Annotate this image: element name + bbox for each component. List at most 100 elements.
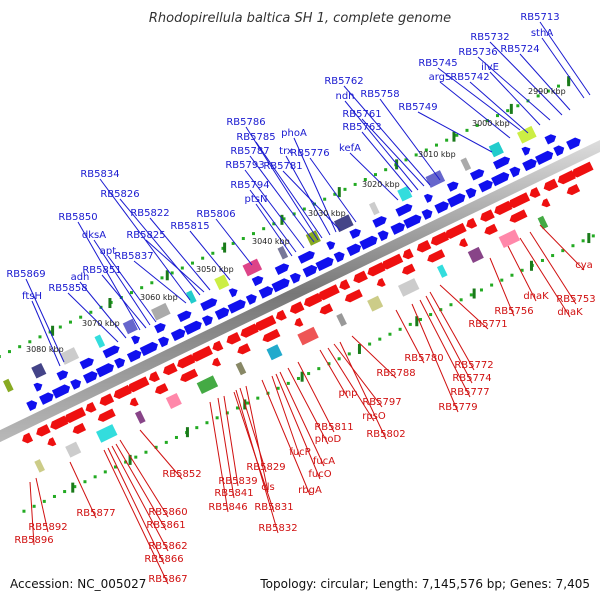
reverse-gene-arrow bbox=[64, 407, 87, 423]
scale-dot bbox=[231, 241, 235, 245]
scale-major-tick bbox=[509, 103, 513, 114]
leader-line bbox=[119, 439, 169, 518]
forward-gene-arrow bbox=[83, 371, 98, 384]
reverse-gene-arrow bbox=[401, 263, 416, 275]
feature-block bbox=[305, 230, 321, 246]
leader-line bbox=[327, 347, 375, 422]
forward-gene-arrow bbox=[271, 278, 290, 293]
reverse-gene-arrow bbox=[240, 323, 259, 338]
feature-block bbox=[134, 410, 146, 424]
feature-block bbox=[397, 278, 420, 297]
gene-label: kefA bbox=[339, 143, 361, 154]
reverse-gene-arrow bbox=[529, 187, 541, 198]
reverse-gene-arrow bbox=[466, 217, 478, 229]
forward-gene-arrow bbox=[346, 243, 362, 257]
forward-gene-arrow bbox=[302, 264, 318, 278]
gene-label: RB5862 bbox=[148, 541, 187, 552]
gene-label: RB5861 bbox=[146, 520, 185, 531]
leader-line bbox=[469, 81, 529, 134]
scale-dot bbox=[384, 168, 388, 172]
reverse-gene-arrow bbox=[444, 222, 467, 239]
leader-line bbox=[539, 224, 585, 271]
lower-dot bbox=[307, 372, 311, 376]
reverse-gene-arrow bbox=[148, 371, 160, 382]
gene-label: RB5788 bbox=[376, 368, 415, 379]
gene-label: RB5892 bbox=[28, 522, 67, 533]
leader-line bbox=[519, 53, 571, 111]
scale-major-tick bbox=[280, 214, 284, 225]
lower-major-tick bbox=[357, 343, 361, 354]
reverse-gene-arrow bbox=[557, 170, 576, 185]
forward-gene-arrow bbox=[297, 250, 315, 264]
feature-blocks bbox=[3, 125, 594, 473]
leader-line bbox=[261, 379, 311, 496]
leader-line bbox=[101, 274, 147, 329]
forward-gene-arrow bbox=[56, 370, 69, 381]
gene-label: RB5877 bbox=[76, 508, 115, 519]
gene-label: RB5860 bbox=[148, 507, 187, 518]
scale-label: 3050 kbp bbox=[196, 265, 234, 274]
forward-gene-arrow bbox=[214, 307, 230, 320]
scale-dot bbox=[170, 271, 174, 275]
gene-label: RB5858 bbox=[48, 283, 87, 294]
forward-gene-arrow bbox=[114, 357, 126, 369]
lower-dot bbox=[52, 494, 56, 498]
forward-gene-arrow bbox=[465, 187, 477, 199]
leader-line bbox=[244, 169, 305, 249]
gene-label: ptsN bbox=[245, 194, 268, 205]
lower-major-tick bbox=[71, 482, 75, 493]
lower-dot bbox=[225, 411, 229, 415]
gene-label: RB5793 bbox=[225, 160, 264, 171]
gene-label: RB5753 bbox=[556, 294, 595, 305]
lower-dot bbox=[42, 499, 46, 503]
leader-line bbox=[297, 361, 335, 433]
gene-label: RB5837 bbox=[114, 251, 153, 262]
lower-dot bbox=[22, 509, 26, 513]
forward-gene-arrow bbox=[289, 272, 301, 284]
scale-dot bbox=[404, 158, 408, 162]
scale-dot bbox=[190, 261, 194, 265]
bottom-gene-labels: cya RB5753 dnaK dnaK RB5756 RB5771 RB5780 RB577… bbox=[14, 260, 595, 585]
feature-block bbox=[367, 295, 384, 312]
gene-label: RB5781 bbox=[263, 161, 302, 172]
scale-major-tick bbox=[165, 270, 169, 281]
reverse-gene-arrow bbox=[508, 192, 531, 209]
forward-gene-arrow bbox=[535, 150, 554, 165]
reverse-gene-arrow bbox=[180, 368, 199, 383]
forward-gene-arrow bbox=[493, 156, 511, 170]
leader-line bbox=[217, 397, 235, 499]
lower-dot bbox=[134, 455, 138, 459]
forward-gene-arrow bbox=[70, 379, 82, 390]
leader-line bbox=[439, 284, 489, 330]
leader-line bbox=[333, 343, 383, 408]
reverse-gene-arrow bbox=[212, 340, 224, 352]
leader-line bbox=[293, 137, 337, 233]
lower-dot bbox=[164, 440, 168, 444]
leader-line bbox=[255, 203, 293, 257]
gene-label: phoA bbox=[281, 128, 307, 139]
feature-block bbox=[34, 459, 45, 473]
reverse-gene-arrow bbox=[36, 424, 51, 437]
forward-gene-arrow bbox=[522, 158, 537, 172]
leader-line bbox=[209, 401, 229, 513]
gene-label: RB5736 bbox=[458, 47, 497, 58]
scale-dot bbox=[373, 173, 377, 177]
reverse-gene-arrow bbox=[72, 422, 87, 435]
gene-label: RB5815 bbox=[170, 221, 209, 232]
lower-dot bbox=[429, 313, 433, 317]
lower-dot bbox=[327, 362, 331, 366]
reverse-gene-arrow bbox=[294, 317, 304, 327]
gene-label: rpsO bbox=[362, 411, 386, 422]
lower-dot bbox=[93, 475, 97, 479]
top-leader-lines bbox=[25, 21, 591, 367]
scale-label: 3080 kbp bbox=[26, 345, 64, 354]
reverse-gene-arrow bbox=[353, 270, 368, 284]
forward-gene-arrow bbox=[177, 310, 192, 323]
scale-dot bbox=[38, 335, 42, 339]
bottom-leader-lines bbox=[29, 224, 585, 585]
leader-line bbox=[77, 221, 141, 331]
forward-gene-arrow bbox=[447, 193, 466, 208]
scale-dot bbox=[414, 153, 418, 157]
forward-gene-arrow bbox=[478, 179, 493, 193]
forward-gene-arrow bbox=[566, 137, 581, 150]
